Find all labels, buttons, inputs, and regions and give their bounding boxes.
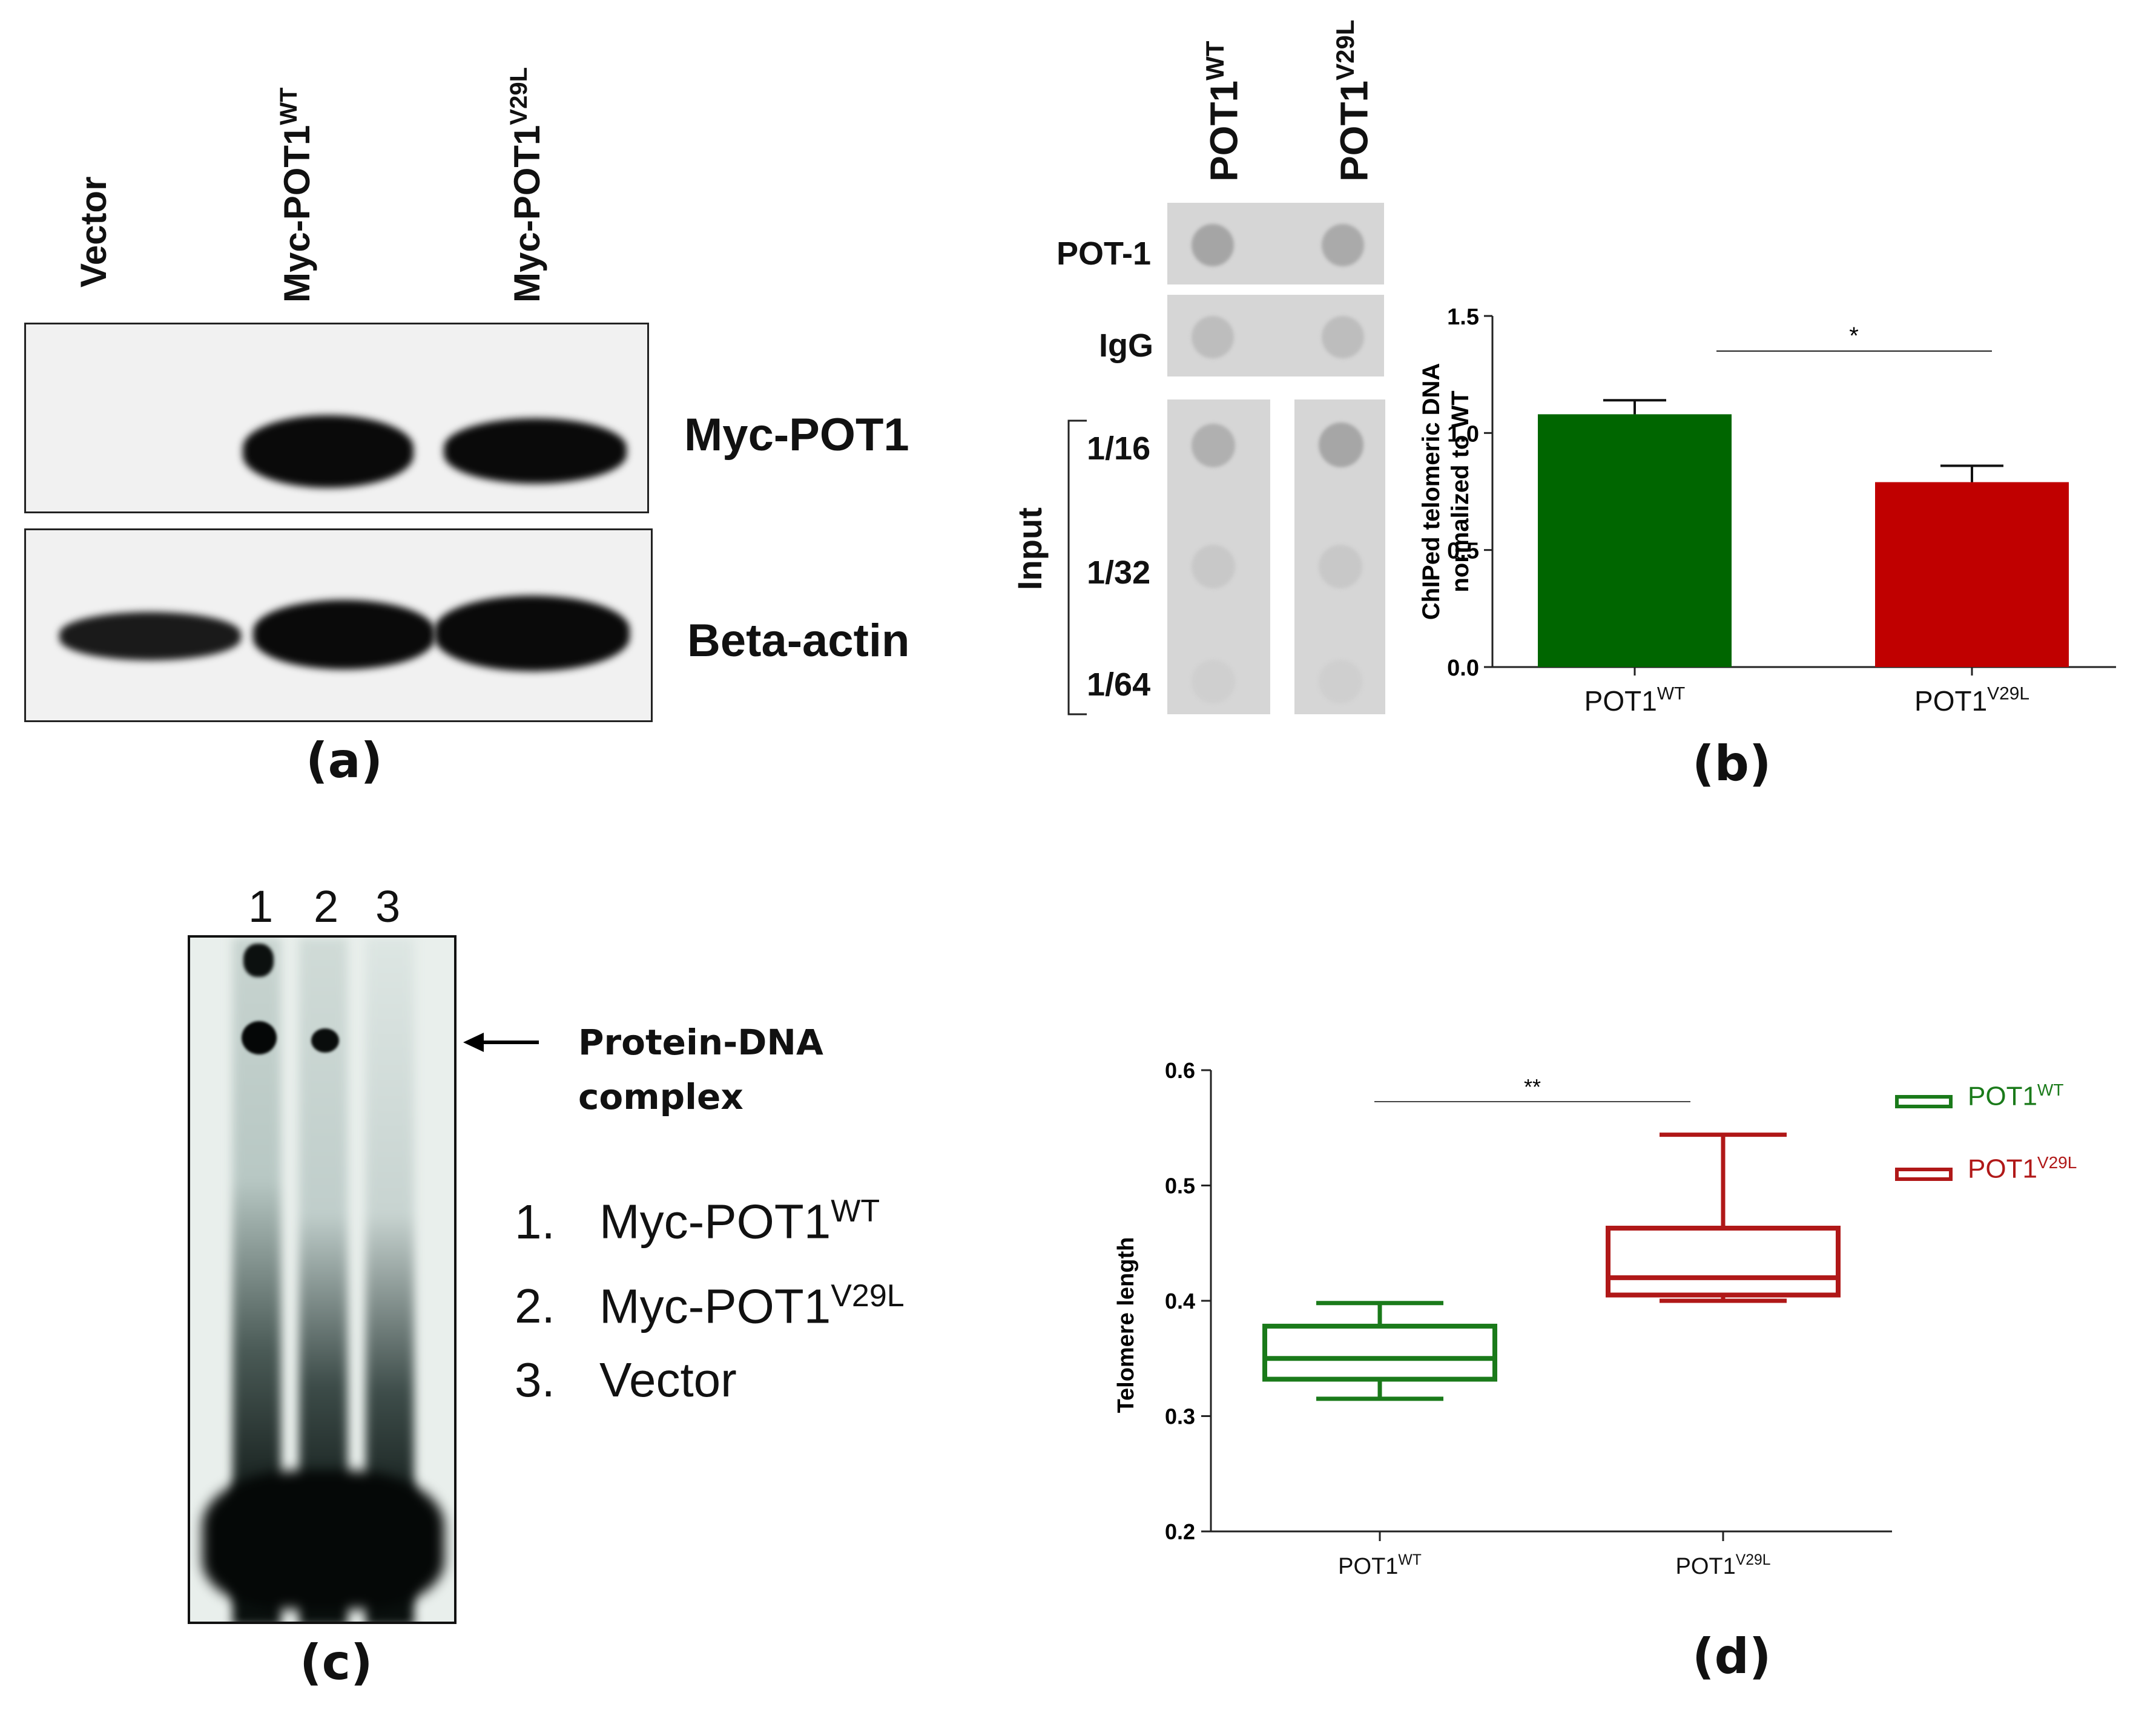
dot-blot-strip-input-v29l xyxy=(1294,399,1385,714)
y-tick-label: 0.2 xyxy=(1165,1519,1195,1544)
dot-blot-strip-pot-1 xyxy=(1167,203,1384,284)
lane-label-myc-pot1-v29l: Myc-POT1V29L xyxy=(506,67,547,303)
panel-label-b: (b) xyxy=(1692,735,1772,792)
dot-blot-strip-igg xyxy=(1167,295,1384,376)
y-axis-label: Telomere length xyxy=(1113,1237,1139,1413)
y-axis-label: ChIPed telomeric DNA normalized to WT xyxy=(1418,363,1474,620)
y-tick-label: 0.5 xyxy=(1165,1174,1195,1198)
blot-label-beta-actin: Beta-actin xyxy=(687,615,910,666)
x-tick-label: POT1V29L xyxy=(1676,1552,1771,1579)
y-tick-label: 0.3 xyxy=(1165,1404,1195,1429)
row-label-pot-1: POT-1 xyxy=(1057,235,1152,272)
panel-label-a: (a) xyxy=(306,732,383,789)
column-label-pot1-wt: POT1WT xyxy=(1201,41,1246,182)
significance-marker: * xyxy=(1849,323,1859,349)
bar-chart-b: 0.0 0.5 1.0 1.5 POT1WT POT1V29L * ChIPed telome… xyxy=(1418,304,2116,717)
input-label: Input xyxy=(1010,507,1049,590)
gel-legend: 1. Myc-POT1WT 2. Myc-POT1V29L 3. Vector xyxy=(515,1174,905,1417)
arrow-left-icon xyxy=(463,1033,539,1052)
gel-legend-item-2: 2. Myc-POT1V29L xyxy=(515,1278,905,1333)
emsa-gel xyxy=(188,935,457,1624)
lane-label-vector: Vector xyxy=(73,176,114,288)
dot-blot-strip-input-wt xyxy=(1167,399,1270,714)
input-bracket xyxy=(1067,419,1087,715)
lane-label-myc-pot1-wt: Myc-POT1WT xyxy=(275,87,317,303)
y-tick-label: 0.5 xyxy=(1447,539,1479,564)
bar xyxy=(1538,414,1732,667)
y-tick-label: 0.0 xyxy=(1447,656,1479,681)
arrow-label-protein-dna: Protein-DNA xyxy=(578,1022,823,1063)
dilution-1-16: 1/16 xyxy=(1087,430,1151,467)
box xyxy=(1262,1323,1497,1382)
gel-legend-item-1: 1. Myc-POT1WT xyxy=(515,1194,880,1249)
row-label-igg: IgG xyxy=(1099,327,1153,364)
x-tick-label: POT1V29L xyxy=(1914,684,2029,717)
y-tick-label: 0.4 xyxy=(1165,1289,1195,1314)
x-tick-label: POT1WT xyxy=(1338,1552,1422,1579)
panel-label-c: (c) xyxy=(300,1634,373,1691)
y-tick-label: 1.0 xyxy=(1447,421,1479,447)
bar xyxy=(1875,482,2069,667)
dilution-1-32: 1/32 xyxy=(1087,554,1151,591)
western-blot-beta-actin xyxy=(24,528,653,722)
dilution-1-64: 1/64 xyxy=(1087,666,1151,703)
gel-legend-item-3: 3. Vector xyxy=(515,1353,737,1407)
western-blot-myc-pot1 xyxy=(24,323,649,513)
panel-label-d: (d) xyxy=(1692,1628,1772,1685)
blot-label-myc-pot1: Myc-POT1 xyxy=(684,409,909,461)
y-tick-label: 1.5 xyxy=(1447,304,1479,330)
box-plot-d: 0.2 0.3 0.4 0.5 0.6 POT1WT POT1V29L ** Telomere … xyxy=(1113,1058,1892,1579)
box xyxy=(1606,1225,1841,1298)
significance-marker: ** xyxy=(1524,1074,1541,1099)
gel-lane-number-3: 3 xyxy=(375,881,401,932)
gel-lane-number-2: 2 xyxy=(314,881,339,932)
column-label-pot1-v29l: POT1V29L xyxy=(1331,19,1376,182)
y-tick-label: 0.6 xyxy=(1165,1058,1195,1083)
arrow-label-complex: complex xyxy=(578,1076,743,1117)
gel-lane-number-1: 1 xyxy=(248,881,274,932)
x-tick-label: POT1WT xyxy=(1584,684,1686,717)
